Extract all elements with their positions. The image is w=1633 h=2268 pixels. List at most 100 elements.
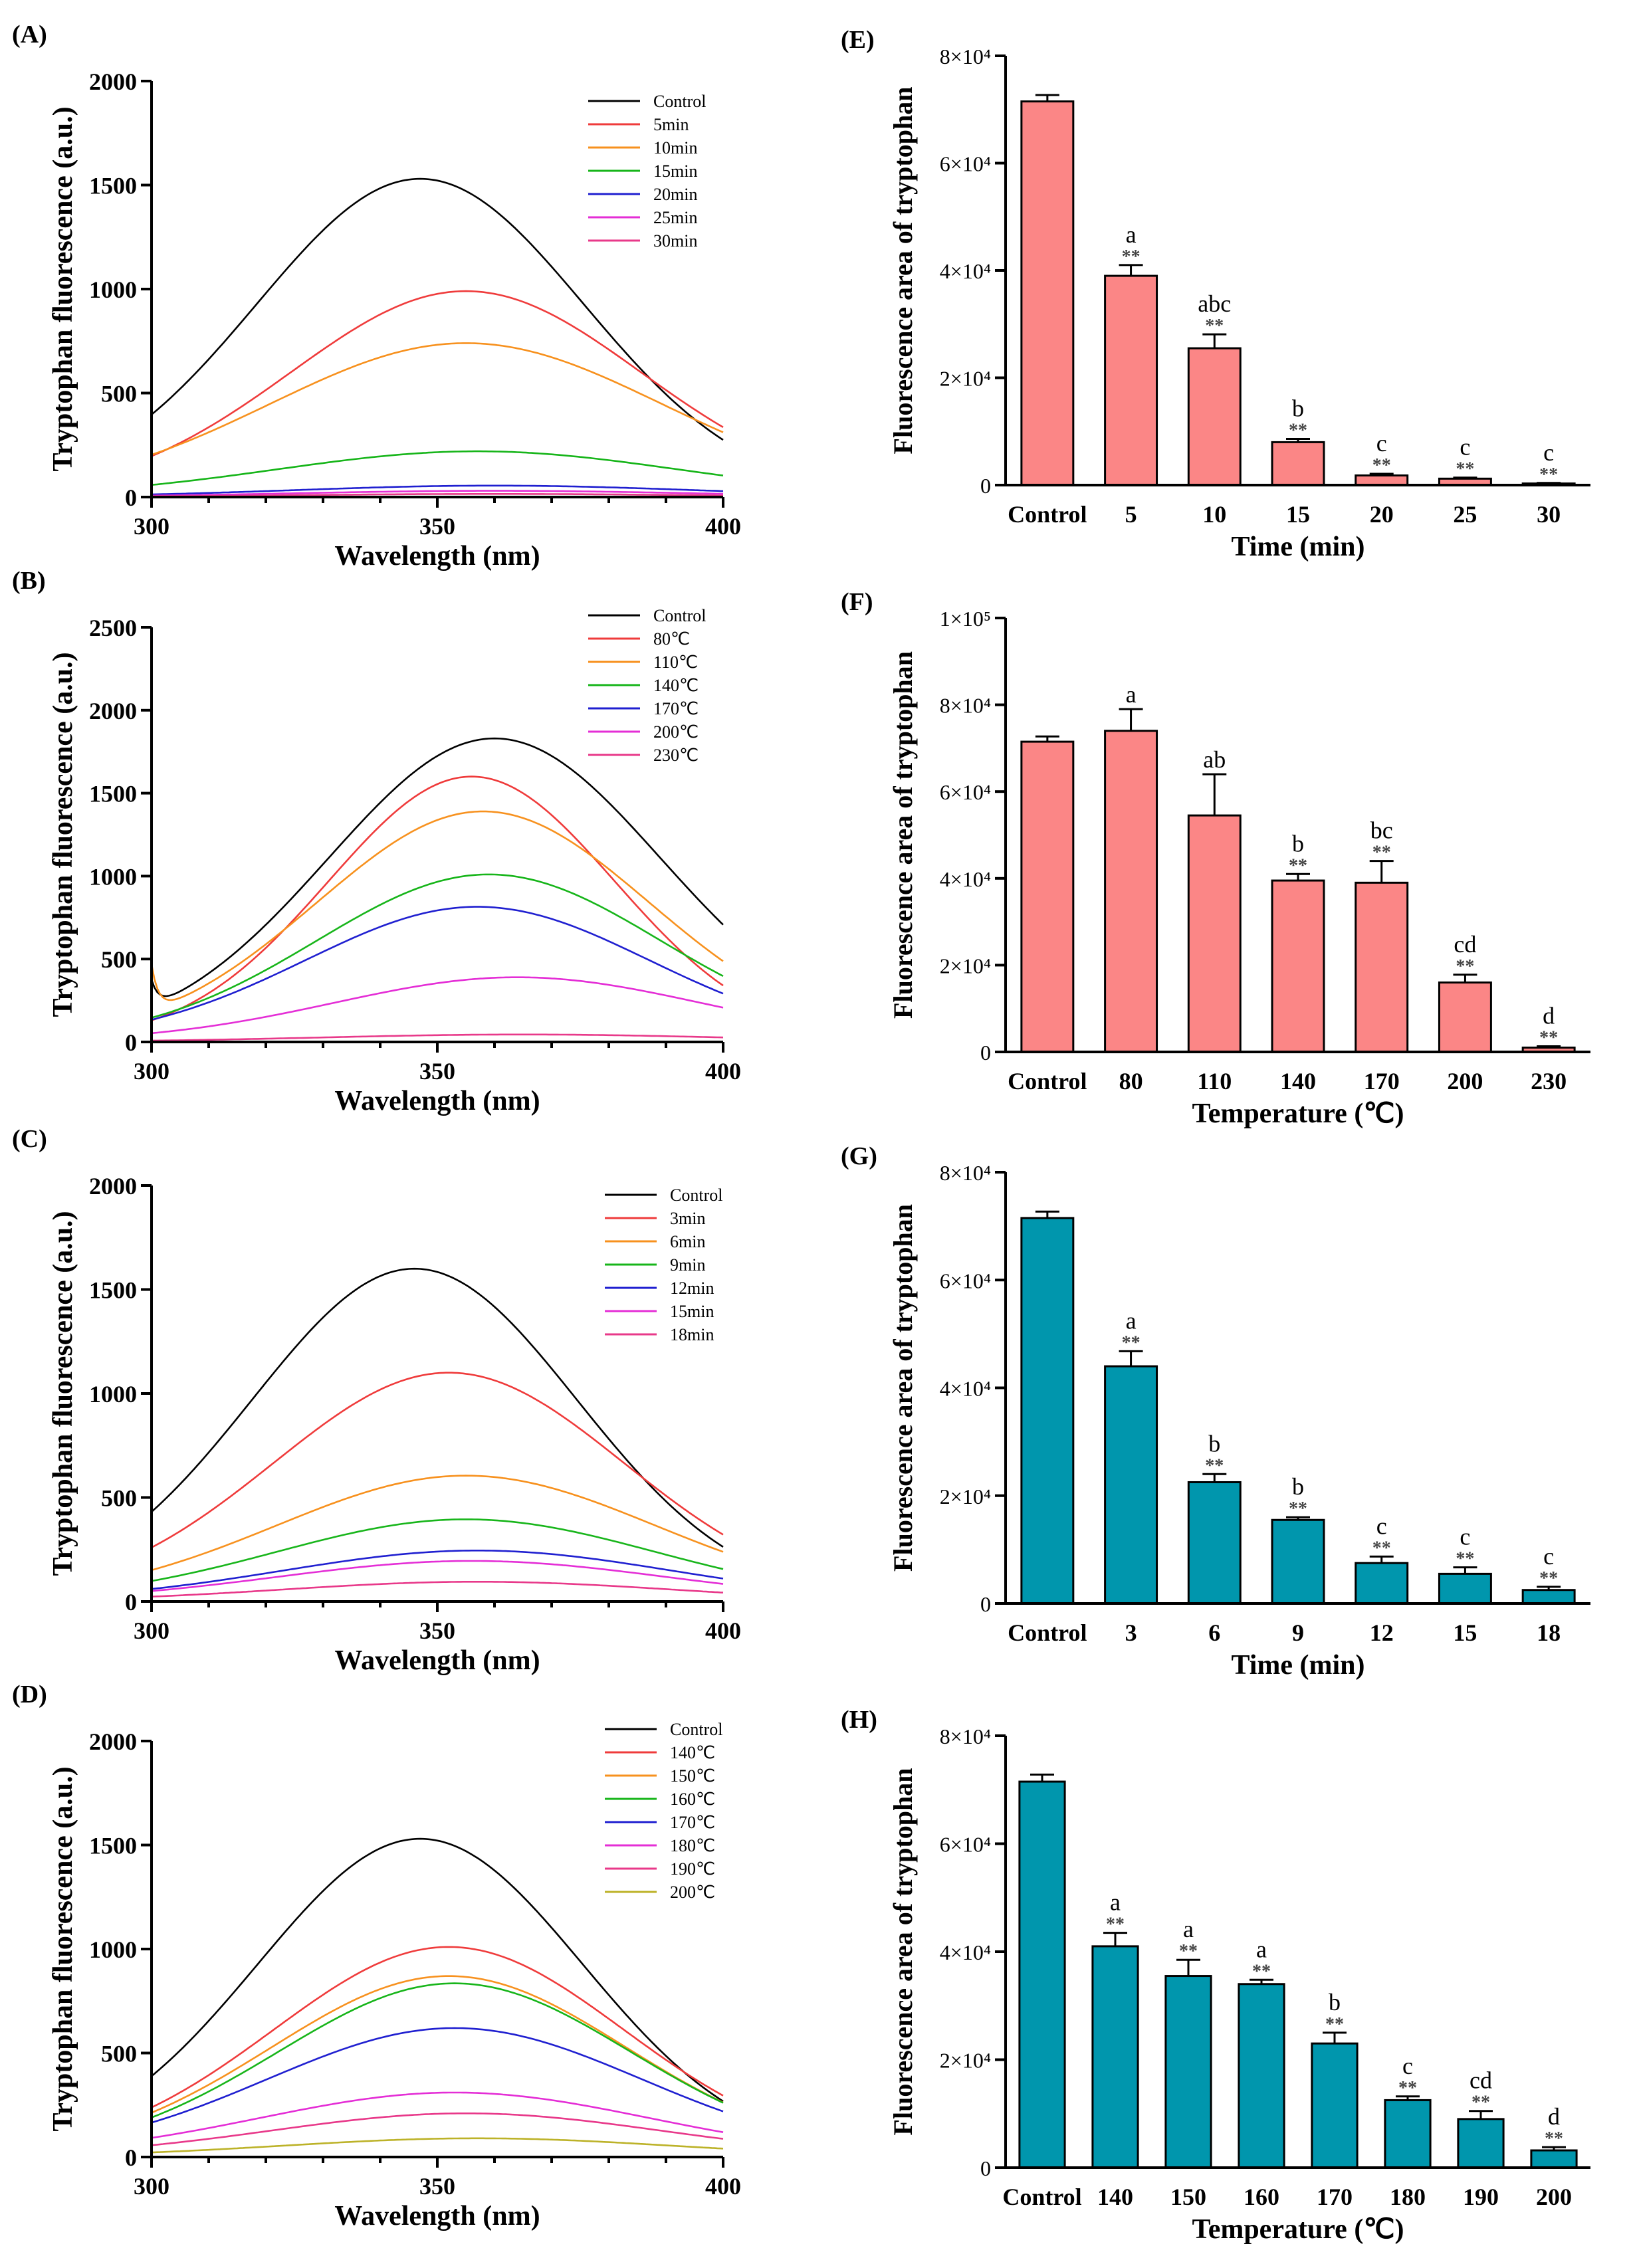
x-tick-label: 350: [419, 1617, 455, 1644]
y-tick-label: 4×10⁴: [940, 1940, 991, 1964]
x-tick-label: 80: [1119, 1068, 1143, 1094]
panel-label: (B): [12, 567, 46, 595]
x-tick-label: 400: [705, 1058, 741, 1084]
y-tick-label: 2×10⁴: [940, 2049, 991, 2073]
series-line: [151, 1518, 724, 1582]
y-tick-label: 2000: [89, 1728, 137, 1755]
series-line: [151, 1946, 724, 2109]
bar-chart-f: (F)Controla80ab110**b140**bc170**cd200**…: [841, 588, 1590, 1129]
legend-label: 230℃: [653, 746, 699, 765]
line-chart-c: (C) 0 500 1000 1500 2000 300 350 400 Wavelength (…: [12, 1125, 741, 1676]
panel-label: (G): [841, 1142, 877, 1170]
bar: [1104, 1365, 1158, 1605]
x-tick-label: 400: [705, 513, 741, 540]
bar: [1020, 740, 1075, 1053]
bar-chart-e: (E)Control**a5**abc10**b15**c20**c25**c3…: [841, 26, 1590, 562]
y-tick-label: 2000: [89, 1173, 137, 1199]
y-axis-label: Tryptophan fluorescence (a.u.): [48, 1766, 78, 2131]
y-tick-label: 6×10⁴: [940, 780, 991, 804]
legend-label: 170℃: [653, 699, 699, 718]
significance-stars: **: [1179, 1941, 1198, 1962]
significance-stars: **: [1289, 1498, 1307, 1519]
bar: [1271, 879, 1325, 1053]
y-tick-label: 2×10⁴: [940, 954, 991, 978]
significance-stars: **: [1456, 459, 1474, 480]
x-tick-label: 230: [1531, 1068, 1567, 1094]
y-tick-label: 0: [125, 484, 137, 511]
significance-stars: **: [1539, 1028, 1558, 1049]
legend-label: 18min: [670, 1325, 714, 1344]
panel-label: (F): [841, 588, 873, 616]
bar: [1238, 1983, 1285, 2169]
bar-chart-h: (H)Control**a140**a150**a160**b170**c180…: [841, 1706, 1590, 2245]
y-tick-label: 8×10⁴: [940, 45, 991, 68]
y-tick-label: 2×10⁴: [940, 1485, 991, 1508]
legend-label: 25min: [653, 208, 697, 227]
legend-label: 140℃: [653, 676, 699, 695]
series-line: [151, 873, 724, 1019]
y-tick-label: 0: [980, 1041, 991, 1065]
bar: [1355, 1562, 1409, 1605]
panel-label: (A): [12, 21, 47, 49]
significance-stars: **: [1471, 2093, 1490, 2113]
x-tick-label: Control: [1008, 1068, 1087, 1094]
group-letter: b: [1329, 1989, 1341, 2015]
series-line: [151, 1982, 724, 2118]
x-axis-label: Wavelength (nm): [334, 541, 540, 571]
y-axis-label: Fluorescence area of tryptophan: [888, 1204, 918, 1572]
x-tick-label: 18: [1537, 1619, 1561, 1646]
y-tick-label: 1500: [89, 781, 137, 807]
series-line: [151, 2027, 724, 2124]
group-letter: c: [1402, 2053, 1413, 2079]
y-tick-label: 1×10⁵: [940, 607, 991, 631]
significance-stars: **: [1372, 455, 1391, 476]
series-line: [151, 906, 724, 1021]
y-tick-label: 4×10⁴: [940, 867, 991, 891]
y-tick-label: 4×10⁴: [940, 1377, 991, 1401]
y-tick-label: 1000: [89, 1381, 137, 1407]
x-tick-label: Control: [1008, 501, 1087, 528]
bar: [1187, 347, 1242, 486]
series-line: [151, 2113, 724, 2146]
group-letter: a: [1126, 221, 1137, 248]
x-axis-label: Wavelength (nm): [334, 1645, 540, 1676]
series-line: [152, 493, 724, 498]
series-line: [151, 1267, 724, 1548]
legend-label: 150℃: [670, 1766, 715, 1786]
line-chart-a: (A) 0 500 1000 1500 2000 300 350 400 Wavelength (…: [12, 21, 741, 571]
series-line: [151, 290, 724, 457]
x-tick-label: 140: [1097, 2184, 1133, 2210]
series-line: [151, 1033, 724, 1042]
legend-label: Control: [653, 606, 706, 625]
legend-label: 200℃: [653, 722, 699, 742]
x-tick-label: 180: [1390, 2184, 1426, 2210]
x-axis-label: Wavelength (nm): [334, 1086, 540, 1116]
legend-label: 15min: [653, 161, 697, 181]
significance-stars: **: [1289, 421, 1307, 441]
bar: [1020, 100, 1075, 486]
significance-stars: **: [1325, 2014, 1344, 2035]
legend-label: 9min: [670, 1255, 705, 1275]
y-tick-label: 0: [125, 1029, 137, 1056]
series-line: [151, 484, 724, 496]
y-tick-label: 500: [101, 381, 137, 407]
x-tick-label: 5: [1125, 501, 1137, 528]
legend-label: Control: [653, 92, 706, 111]
x-tick-label: 12: [1370, 1619, 1394, 1646]
legend-label: 5min: [653, 115, 689, 134]
x-tick-label: 25: [1453, 501, 1477, 528]
series-line: [151, 1975, 724, 2114]
bar: [1104, 274, 1158, 486]
legend-label: 30min: [653, 231, 697, 251]
y-tick-label: 6×10⁴: [940, 1269, 991, 1292]
significance-stars: **: [1205, 1455, 1224, 1476]
x-tick-label: 300: [134, 1617, 169, 1644]
group-letter: cd: [1470, 2067, 1492, 2094]
group-letter: a: [1110, 1889, 1121, 1916]
y-axis-label: Fluorescence area of tryptophan: [888, 87, 918, 455]
y-tick-label: 2000: [89, 698, 137, 724]
y-tick-label: 2500: [89, 615, 137, 641]
series-line: [151, 342, 724, 456]
bar: [1457, 2118, 1505, 2169]
